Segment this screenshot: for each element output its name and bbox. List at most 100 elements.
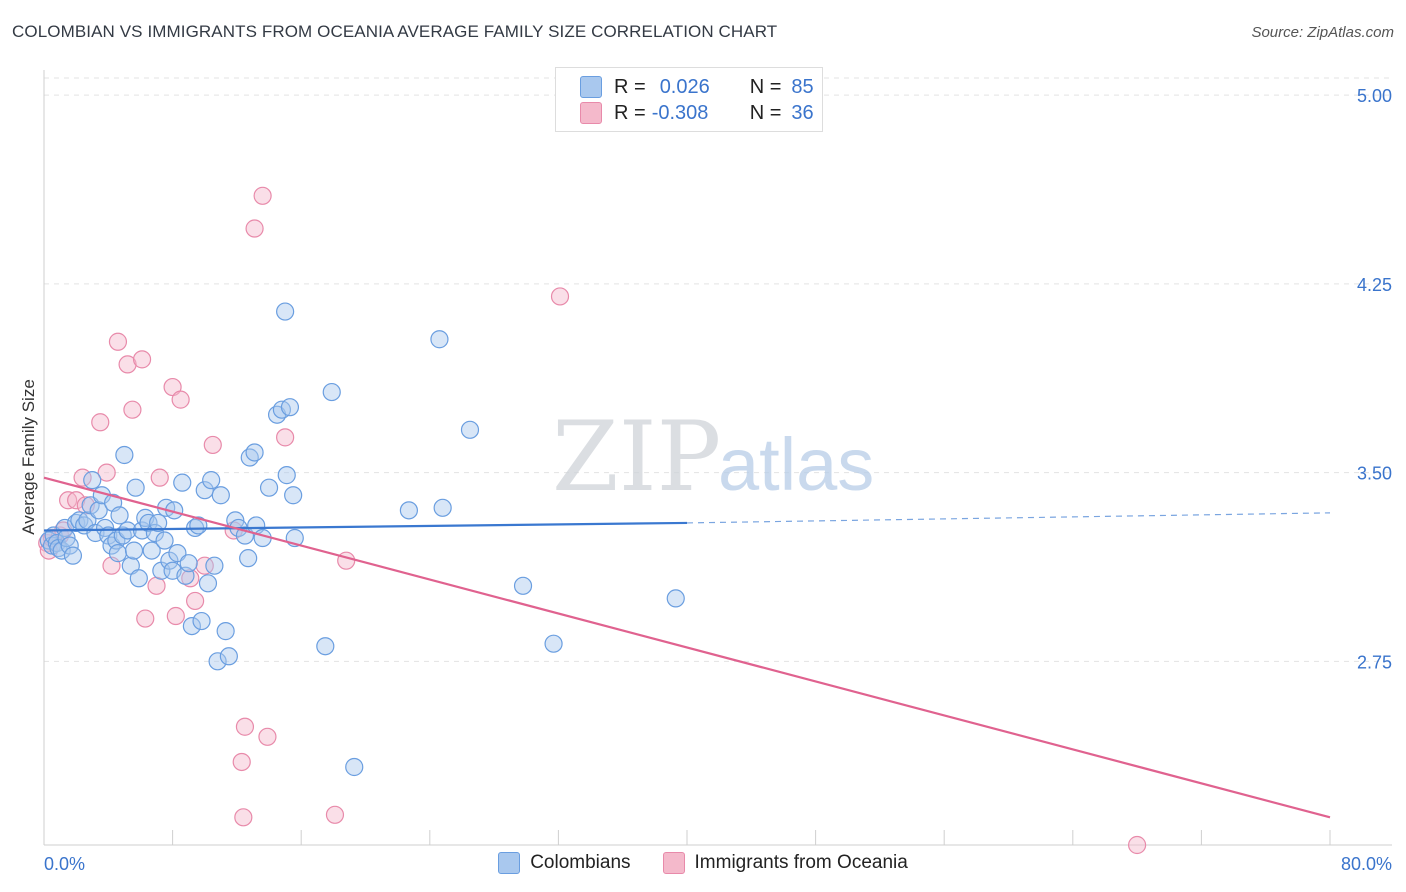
oceania-point [97,463,116,482]
colombians-point [219,647,238,666]
oceania-point [186,591,205,611]
stats-legend: R = 0.026 N = 85 R = -0.308 N = 36 [555,67,823,132]
oceania-trend-line [43,476,1331,819]
colombians-point [284,486,303,505]
y-tick-label: 5.00 [1357,86,1392,106]
colombians-point [322,382,341,402]
colombians-point [460,420,480,439]
trend-lines [43,476,1331,819]
oceania-point [118,355,137,374]
colombians-point [113,526,132,545]
legend-row-oceania: R = -0.308 N = 36 [580,100,814,126]
oceania-point [166,606,185,626]
watermark-atlas: atlas [718,423,874,506]
colombians-point [513,576,533,595]
y-tick-label: 2.75 [1357,652,1392,672]
colombians-point [142,541,161,560]
oceania-point [108,332,128,351]
oceania-point [136,609,155,628]
oceania-point [91,413,110,432]
colombians-point [202,471,221,490]
oceania-point [123,400,142,419]
colombians-point [192,611,211,631]
legend-item-colombians[interactable]: Colombians [498,852,631,874]
colombians-trend-line [43,521,688,532]
legend-swatch-pink [662,852,685,874]
oceania-point [235,717,255,736]
colombians-point [430,330,449,349]
legend-n-value: 36 [791,101,814,124]
colombians-point [126,478,145,497]
colombians-point [102,536,121,555]
colombians-point [316,637,335,656]
colombians-point [60,536,79,555]
colombians-point [277,466,296,485]
oceania-point [67,491,86,510]
legend-label-colombians: Colombians [530,852,631,873]
colombians-point [83,471,102,490]
x-tick-label-max: 80.0% [1341,854,1392,874]
colombians-point [108,544,128,563]
colombians-point [280,398,300,417]
x-axis-ticks [43,830,1331,845]
colombians-point [129,569,148,588]
colombians-point [433,498,452,517]
grid-lines [44,77,1392,662]
colombians-point [182,616,201,636]
legend-swatch-pink [580,102,602,124]
chart-source: Source: ZipAtlas.com [1251,24,1394,41]
colombians-point [139,513,158,533]
legend-r-value: -0.308 [651,101,709,124]
oceania-point [245,219,264,238]
oceania-point [147,576,166,595]
colombians-point [115,445,134,465]
colombians-point [240,448,259,467]
colombians-point [155,531,174,550]
oceania-point [258,727,277,746]
colombians-point [399,501,419,520]
colombians-point [211,486,230,505]
y-tick-label: 3.50 [1357,464,1392,484]
oceania-point [150,468,169,487]
oceania-point [171,390,190,409]
legend-r-label: R = [614,75,646,98]
oceania-point [1127,835,1147,855]
legend-swatch-blue [498,852,521,874]
colombians-point [168,544,187,563]
colombians-point [345,757,364,777]
colombians-point [666,589,685,608]
oceania-point [337,551,356,570]
y-tick-label: 4.25 [1357,275,1392,295]
legend-n-label: N = [749,75,782,98]
y-tick-labels: 2.75 3.50 4.25 5.00 [1357,86,1392,672]
colombians-point [259,478,279,497]
colombians-point [110,506,129,525]
oceania-point [132,350,152,369]
oceania-point [203,435,222,455]
colombians-point [89,501,108,520]
series-colombians-points [39,302,685,777]
colombians-point [208,652,227,671]
colombians-point [63,546,83,565]
colombians-point [276,302,295,321]
colombians-point [239,549,258,568]
legend-r-value: 0.026 [659,75,710,98]
colombians-point [544,634,563,653]
legend-item-oceania[interactable]: Immigrants from Oceania [662,852,908,874]
colombians-point [124,541,144,560]
colombians-point [173,473,192,492]
x-tick-label-min: 0.0% [44,854,85,874]
oceania-point [232,752,251,772]
oceania-point [181,569,200,588]
chart-title: COLOMBIAN VS IMMIGRANTS FROM OCEANIA AVE… [12,22,778,41]
colombians-point [179,554,198,573]
legend-row-colombians: R = 0.026 N = 85 [580,74,814,100]
series-legend: Colombians Immigrants from Oceania [0,852,1406,874]
oceania-point [550,287,570,306]
colombians-point [149,513,168,533]
colombians-trend-extension [686,512,1331,524]
legend-n-value: 85 [791,75,814,98]
oceania-point [276,428,295,447]
colombians-point [205,556,224,575]
